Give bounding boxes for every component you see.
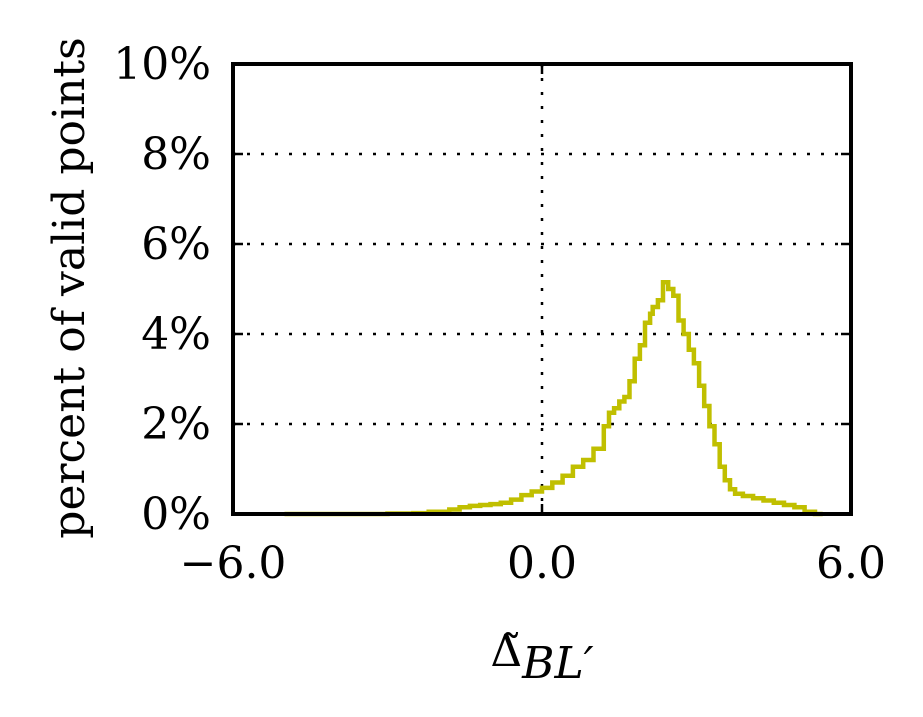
y-tick-label: 0%	[141, 489, 211, 540]
x-tick-label: 0.0	[507, 538, 577, 589]
x-axis-label: Δ̃BL′	[490, 626, 593, 689]
tick-marks	[231, 62, 853, 516]
x-tick-label: −6.0	[180, 538, 287, 589]
y-tick-labels: 0% 2% 4% 6% 8% 10%	[113, 39, 211, 540]
series-layer	[284, 280, 823, 517]
y-tick-label: 6%	[141, 219, 211, 270]
x-tick-labels: −6.0 0.0 6.0	[180, 538, 886, 589]
y-tick-label: 2%	[141, 399, 211, 450]
y-tick-label: 4%	[141, 309, 211, 360]
y-tick-label: 10%	[113, 39, 211, 90]
x-tick-label: 6.0	[816, 538, 886, 589]
x-axis-label-subscript: BL′	[521, 638, 594, 689]
grid-lines	[233, 64, 851, 514]
y-axis-label: percent of valid points	[44, 37, 95, 538]
y-tick-label: 8%	[141, 129, 211, 180]
series-line	[284, 280, 823, 517]
x-axis-label-symbol: Δ̃	[490, 626, 522, 677]
